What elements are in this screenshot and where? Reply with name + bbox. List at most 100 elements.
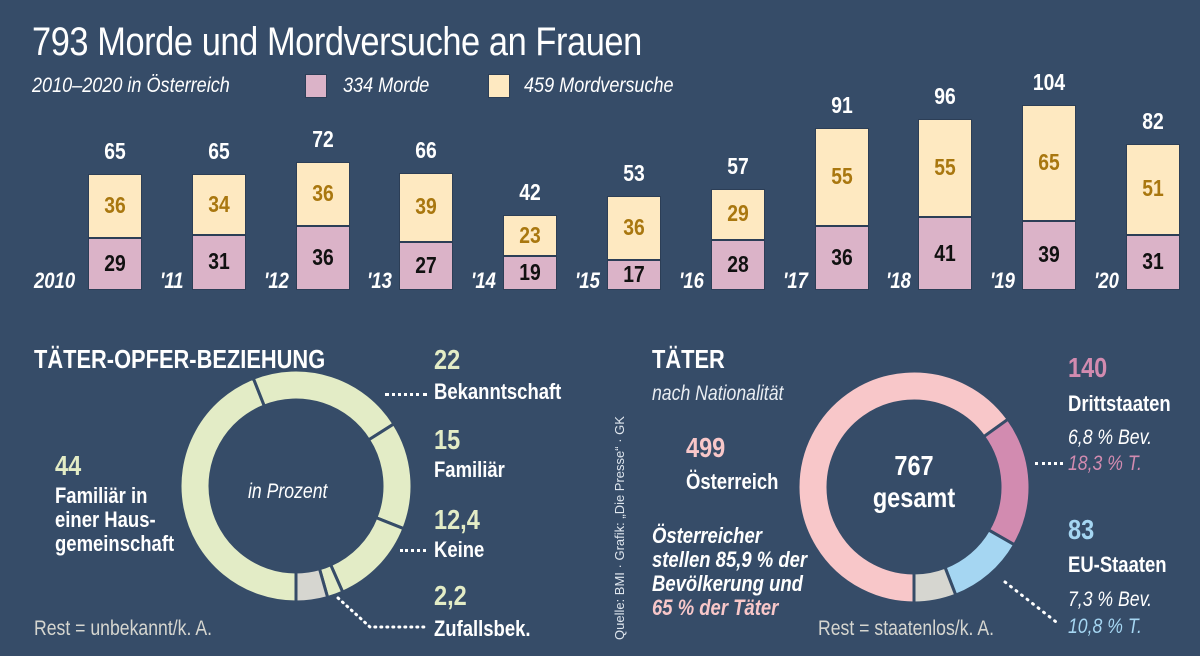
bar-label-mordversuche: 55 bbox=[934, 154, 957, 181]
slice-label-bekanntschaft: Bekanntschaft bbox=[434, 379, 562, 404]
bar-label-mordversuche: 34 bbox=[208, 190, 230, 217]
eu-bev: 7,3 % Bev. bbox=[1068, 588, 1152, 611]
year-label: 2010 bbox=[34, 268, 76, 293]
bar-segment-mordversuche bbox=[399, 172, 454, 242]
year-label: '20 bbox=[1094, 268, 1119, 293]
bar-segment-morde bbox=[503, 256, 558, 290]
oesterreich-note: Österreicher stellen 85,9 % der Bevölker… bbox=[652, 523, 808, 620]
donut-slice bbox=[294, 566, 330, 604]
bar-segment-mordversuche bbox=[814, 128, 869, 226]
bar-label-morde: 28 bbox=[727, 251, 749, 278]
bar-total-label: 72 bbox=[311, 125, 334, 152]
bar-segment-morde bbox=[814, 225, 869, 290]
bar-label-mordversuche: 39 bbox=[415, 193, 438, 220]
slice-label-drittstaaten: Drittstaaten bbox=[1068, 391, 1171, 416]
drittstaaten-taeter: 18,3 % T. bbox=[1068, 452, 1142, 475]
relationship-rest-note: Rest = unbekannt/k. A. bbox=[34, 617, 212, 640]
legend-label-morde: 334 Morde bbox=[343, 74, 430, 97]
bar-segment-mordversuche bbox=[1126, 144, 1180, 235]
chart-title: 793 Morde und Mordversuche an Frauen bbox=[32, 20, 642, 64]
bar-label-mordversuche: 36 bbox=[104, 192, 126, 219]
legend-swatch-morde bbox=[305, 74, 327, 98]
slice-label-keine: Keine bbox=[434, 537, 485, 562]
slice-label-eu: EU-Staaten bbox=[1068, 552, 1167, 577]
leader-line-bekanntschaft bbox=[385, 393, 427, 396]
nationality-title: TÄTER bbox=[652, 344, 725, 374]
slice-label-zufallsbek: Zufallsbek. bbox=[434, 616, 531, 641]
bar-segment-mordversuche bbox=[1022, 104, 1077, 221]
bar-label-morde: 31 bbox=[208, 248, 230, 275]
year-label: '12 bbox=[263, 268, 289, 293]
eu-taeter: 10,8 % T. bbox=[1068, 615, 1142, 638]
bar-segment-mordversuche bbox=[918, 119, 973, 217]
slice-value-keine: 12,4 bbox=[434, 504, 480, 535]
bar-total-label: 96 bbox=[934, 83, 957, 110]
bar-total-label: 53 bbox=[623, 159, 645, 186]
bar-segment-morde bbox=[918, 217, 973, 290]
leader-line-drittstaaten bbox=[1035, 462, 1063, 465]
nationality-subtitle: nach Nationalität bbox=[652, 382, 784, 405]
bar-segment-mordversuche bbox=[710, 188, 765, 241]
bar-segment-morde bbox=[399, 241, 454, 290]
slice-label-oesterreich: Österreich bbox=[686, 469, 779, 494]
bar-label-morde: 17 bbox=[623, 260, 645, 287]
year-label: '15 bbox=[575, 268, 600, 293]
donut-slice bbox=[178, 376, 298, 604]
bar-label-mordversuche: 55 bbox=[830, 162, 853, 189]
slice-value-oesterreich: 499 bbox=[686, 432, 726, 463]
nationality-total: 767 bbox=[894, 450, 934, 481]
bar-segment-morde bbox=[295, 225, 350, 290]
slice-value-familiaer-haus: 44 bbox=[55, 450, 82, 481]
bar-segment-morde bbox=[607, 259, 661, 290]
bar-label-mordversuche: 65 bbox=[1038, 148, 1060, 175]
legend-swatch-mordversuche bbox=[488, 74, 510, 98]
relationship-title: TÄTER-OPFER-BEZIEHUNG bbox=[34, 344, 326, 374]
bar-segment-morde bbox=[710, 240, 765, 290]
bar-total-label: 65 bbox=[104, 138, 126, 165]
bar-total-label: 42 bbox=[519, 179, 541, 206]
year-label: '11 bbox=[159, 268, 184, 293]
bar-label-morde: 27 bbox=[415, 251, 438, 278]
bar-segment-morde bbox=[191, 234, 246, 290]
donut-slice bbox=[796, 369, 1011, 605]
nationality-total-label: gesamt bbox=[872, 482, 956, 513]
bar-label-mordversuche: 36 bbox=[311, 179, 334, 206]
year-label: '17 bbox=[782, 268, 808, 293]
bar-label-mordversuche: 36 bbox=[623, 213, 645, 240]
bar-label-morde: 19 bbox=[519, 259, 541, 286]
bar-label-morde: 36 bbox=[830, 243, 853, 270]
bar-total-label: 57 bbox=[727, 152, 749, 179]
year-label: '14 bbox=[471, 268, 497, 293]
leader-line-keine bbox=[400, 549, 426, 552]
bar-label-morde: 41 bbox=[934, 239, 957, 266]
bar-label-morde: 29 bbox=[104, 250, 126, 277]
bar-label-mordversuche: 23 bbox=[519, 221, 541, 248]
slice-value-bekanntschaft: 22 bbox=[434, 344, 461, 375]
year-label: '19 bbox=[990, 268, 1016, 293]
year-label: '16 bbox=[678, 268, 704, 293]
year-label: '13 bbox=[367, 268, 393, 293]
bar-total-label: 82 bbox=[1142, 108, 1164, 135]
slice-value-drittstaaten: 140 bbox=[1068, 352, 1108, 383]
bar-segment-mordversuche bbox=[503, 215, 558, 257]
drittstaaten-bev: 6,8 % Bev. bbox=[1068, 426, 1152, 449]
slice-value-eu: 83 bbox=[1068, 514, 1095, 545]
nationality-rest-note: Rest = staatenlos/k. A. bbox=[818, 617, 995, 640]
donut-slice bbox=[912, 565, 958, 605]
chart-subtitle: 2010–2020 in Österreich bbox=[32, 74, 230, 97]
bar-segment-mordversuche bbox=[607, 195, 661, 260]
bar-segment-mordversuche bbox=[191, 174, 246, 235]
bar-total-label: 65 bbox=[208, 138, 230, 165]
slice-value-zufallsbek: 2,2 bbox=[434, 580, 467, 611]
relationship-center-label: in Prozent bbox=[248, 480, 328, 503]
bar-label-mordversuche: 51 bbox=[1142, 175, 1164, 202]
slice-value-familiaer: 15 bbox=[434, 424, 461, 455]
bar-label-morde: 31 bbox=[1142, 248, 1164, 275]
bar-total-label: 91 bbox=[830, 92, 853, 119]
bar-label-mordversuche: 29 bbox=[727, 200, 749, 227]
slice-label-familiaer: Familiär bbox=[434, 457, 505, 482]
bar-segment-morde bbox=[1126, 234, 1180, 290]
